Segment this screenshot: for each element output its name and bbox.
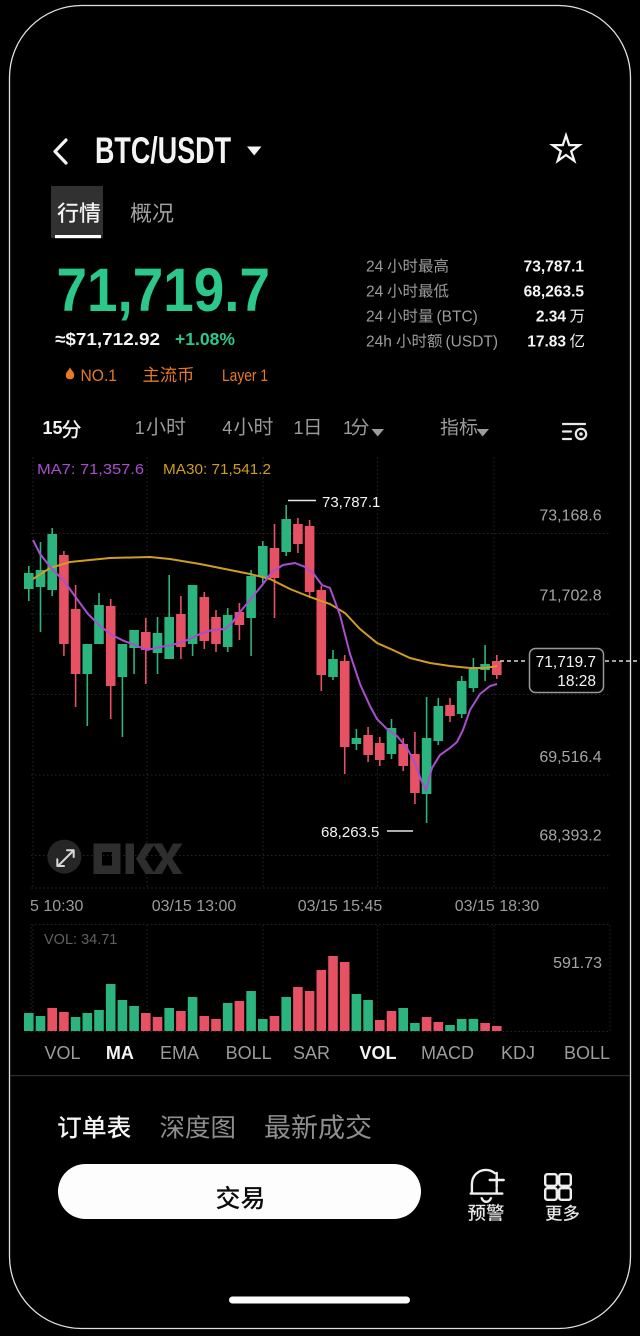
svg-text:KDJ: KDJ — [501, 1043, 535, 1063]
svg-text:1: 1 — [343, 418, 353, 438]
svg-text:(USDT): (USDT) — [446, 334, 499, 351]
svg-text:591.73: 591.73 — [553, 955, 602, 972]
svg-text:71,702.8: 71,702.8 — [539, 588, 601, 605]
svg-text:1: 1 — [135, 418, 145, 438]
svg-text:+1.08%: +1.08% — [175, 329, 235, 349]
svg-text:68,263.5: 68,263.5 — [524, 284, 585, 301]
svg-text:24: 24 — [366, 309, 384, 326]
svg-text:73,168.6: 73,168.6 — [539, 508, 601, 525]
svg-text:≈$71,712.92: ≈$71,712.92 — [55, 329, 160, 349]
svg-text:5 10:30: 5 10:30 — [30, 898, 83, 915]
svg-text:03/15 15:45: 03/15 15:45 — [298, 898, 383, 915]
svg-text:BTC/USDT: BTC/USDT — [95, 130, 231, 171]
svg-text:VOL: 34.71: VOL: 34.71 — [44, 932, 117, 948]
svg-text:NO.1: NO.1 — [81, 367, 118, 385]
svg-text:24h: 24h — [366, 334, 392, 351]
svg-text:73,787.1: 73,787.1 — [322, 494, 380, 511]
svg-text:MACD: MACD — [421, 1043, 474, 1063]
svg-text:Layer 1: Layer 1 — [222, 367, 268, 385]
svg-text:71,719.7: 71,719.7 — [536, 654, 596, 671]
svg-text:MA7: 71,357.6: MA7: 71,357.6 — [37, 461, 144, 478]
svg-text:71,719.7: 71,719.7 — [57, 256, 271, 324]
svg-text:MA30: 71,541.2: MA30: 71,541.2 — [163, 461, 271, 478]
svg-text:24: 24 — [366, 259, 384, 276]
svg-text:24: 24 — [366, 284, 384, 301]
svg-text:68,393.2: 68,393.2 — [539, 828, 601, 845]
svg-text:03/15 13:00: 03/15 13:00 — [152, 898, 237, 915]
svg-text:BOLL: BOLL — [226, 1043, 272, 1063]
svg-text:VOL: VOL — [360, 1043, 397, 1063]
svg-text:68,263.5: 68,263.5 — [321, 824, 379, 841]
svg-text:1: 1 — [294, 418, 304, 438]
svg-text:2.34: 2.34 — [536, 309, 567, 326]
svg-text:17.83: 17.83 — [527, 334, 566, 351]
svg-text:BOLL: BOLL — [564, 1043, 610, 1063]
svg-text:03/15 18:30: 03/15 18:30 — [455, 898, 540, 915]
svg-text:73,787.1: 73,787.1 — [524, 259, 585, 276]
svg-text:SAR: SAR — [293, 1043, 330, 1063]
svg-text:69,516.4: 69,516.4 — [539, 749, 601, 766]
svg-text:18:28: 18:28 — [557, 673, 596, 690]
svg-text:15: 15 — [43, 418, 63, 438]
svg-text:(BTC): (BTC) — [437, 309, 478, 326]
svg-text:VOL: VOL — [45, 1043, 81, 1063]
svg-text:EMA: EMA — [160, 1043, 199, 1063]
svg-text:4: 4 — [222, 418, 232, 438]
svg-text:MA: MA — [106, 1043, 134, 1063]
